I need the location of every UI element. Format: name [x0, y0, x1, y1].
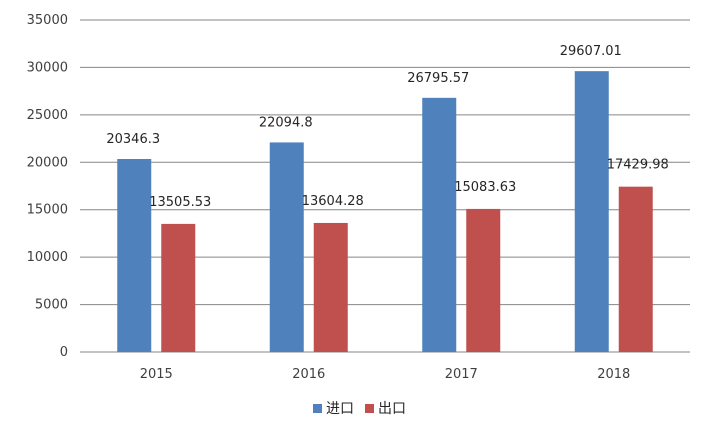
legend-label: 出口 — [378, 401, 406, 417]
data-label: 17429.98 — [607, 158, 669, 173]
legend-swatch — [365, 404, 374, 413]
legend: 进口 出口 — [313, 401, 406, 417]
bar-export-2015 — [161, 223, 196, 352]
y-tick-label: 25000 — [27, 108, 68, 123]
y-tick-label: 20000 — [27, 155, 68, 170]
y-axis-ticks: 0 5000 10000 15000 20000 25000 30000 35000 — [27, 13, 68, 360]
data-label: 26795.57 — [407, 71, 469, 86]
y-tick-label: 10000 — [27, 250, 68, 265]
data-label: 29607.01 — [560, 44, 622, 59]
bar-export-2016 — [313, 222, 348, 352]
bar-import-2016 — [269, 142, 304, 352]
data-label: 13505.53 — [149, 195, 211, 210]
data-label: 15083.63 — [454, 180, 516, 195]
data-label: 20346.3 — [106, 132, 160, 147]
data-labels: 20346.3 13505.53 22094.8 13604.28 26795.57 15… — [106, 44, 668, 210]
x-tick-label: 2018 — [597, 367, 630, 382]
y-tick-label: 15000 — [27, 203, 68, 218]
x-axis-ticks: 2015 2016 2017 2018 — [140, 367, 631, 382]
y-tick-label: 5000 — [35, 298, 68, 313]
y-tick-label: 30000 — [27, 60, 68, 75]
x-tick-label: 2016 — [292, 367, 325, 382]
bar-export-2018 — [618, 186, 653, 352]
y-tick-label: 0 — [60, 345, 68, 360]
legend-swatch — [313, 404, 322, 413]
data-label: 22094.8 — [259, 115, 313, 130]
data-label: 13604.28 — [302, 194, 364, 209]
legend-label: 进口 — [326, 401, 354, 417]
bar-import-2015 — [117, 159, 152, 352]
x-tick-label: 2017 — [445, 367, 478, 382]
bars — [117, 71, 653, 352]
x-tick-label: 2015 — [140, 367, 173, 382]
bar-import-2018 — [574, 71, 609, 352]
y-tick-label: 35000 — [27, 13, 68, 28]
bar-import-2017 — [422, 97, 457, 352]
bar-export-2017 — [466, 208, 501, 352]
